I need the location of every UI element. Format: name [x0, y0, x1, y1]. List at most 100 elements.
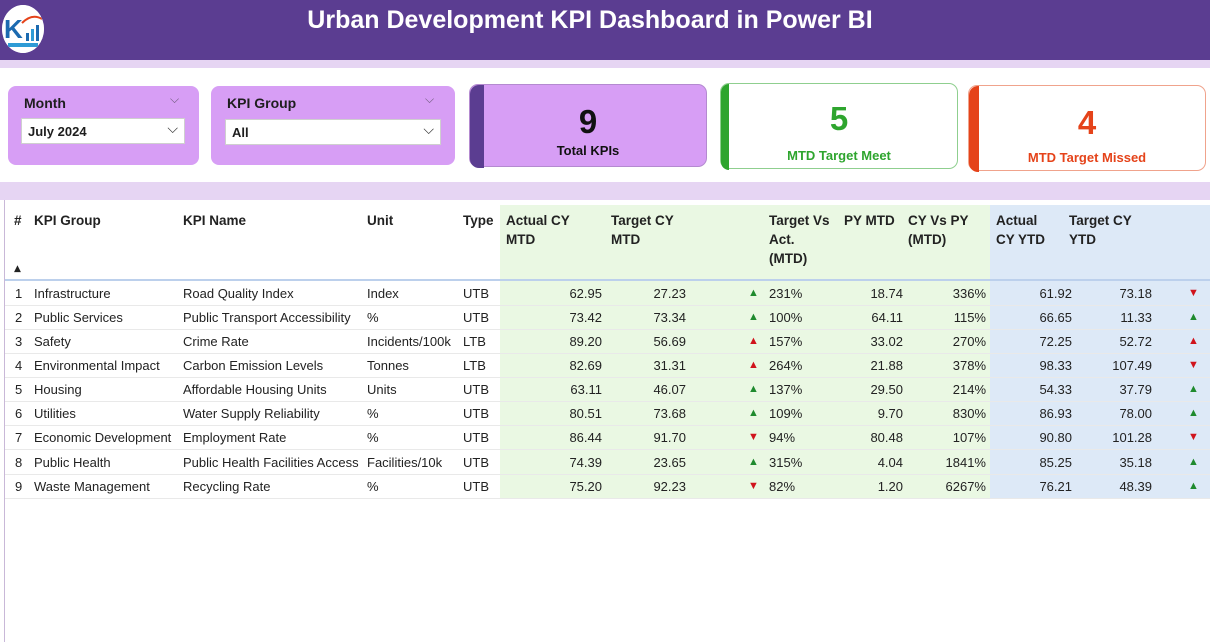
cell-py-mtd: 80.48 [870, 430, 903, 445]
cell-kpi-group: Public Health [34, 455, 111, 470]
cell-num: 9 [15, 479, 23, 494]
col-header-num[interactable]: # [14, 213, 22, 228]
cell-cy-vs-py-mtd: 270% [952, 334, 986, 349]
cell-target-cy-mtd: 27.23 [653, 286, 686, 301]
month-dropdown[interactable]: July 2024 ⌵ [21, 118, 185, 144]
chevron-down-icon[interactable]: ⌵ [167, 121, 178, 137]
cell-kpi-group: Housing [34, 382, 82, 397]
cell-unit: % [367, 310, 379, 325]
col-header-actual-cy-mtd[interactable]: Actual CY MTD [506, 211, 570, 249]
logo: K [2, 5, 44, 53]
mtd-target-meet-value: 5 [829, 100, 849, 137]
cell-actual-cy-mtd: 80.51 [569, 406, 602, 421]
col-header-unit[interactable]: Unit [367, 213, 394, 228]
cell-py-mtd: 33.02 [870, 334, 903, 349]
table-row[interactable]: 9 Waste Management Recycling Rate% UTB 75.20… [5, 475, 1210, 499]
cell-kpi-name: Public Transport Accessibility [183, 310, 351, 325]
cell-unit: Incidents/100k [367, 334, 451, 349]
header-divider [5, 279, 1210, 281]
cell-actual-cy-mtd: 62.95 [569, 286, 602, 301]
cell-cy-vs-py-mtd: 6267% [945, 479, 986, 494]
cell-num: 7 [15, 430, 23, 445]
cell-actual-cy-ytd: 72.25 [1039, 334, 1072, 349]
cell-target-vs-act-mtd: 82% [769, 479, 796, 494]
cell-target-cy-mtd: 73.68 [653, 406, 686, 421]
col-header-target-cy-ytd[interactable]: Target CY YTD [1069, 211, 1132, 249]
table-row[interactable]: 5 Housing Affordable Housing Units Units UTB… [5, 378, 1210, 402]
card-accent [721, 84, 729, 170]
col-header-cy-vs-py-mtd[interactable]: CY Vs PY (MTD) [908, 211, 969, 249]
header-line: Target CY [1069, 213, 1132, 228]
cell-target-vs-act-mtd: 157% [769, 334, 803, 349]
table-row[interactable]: 4 Environmental Impact Carbon Emission Lev… [5, 354, 1210, 378]
header-line: MTD [506, 232, 536, 247]
cell-kpi-name: Water Supply Reliability [183, 406, 320, 421]
cell-type: LTB [463, 358, 486, 373]
kpi-group-value: All [232, 125, 249, 140]
table-row[interactable]: 6 Utilities Water Supply Reliability% UTB 80… [5, 402, 1210, 426]
cell-cy-vs-py-mtd: 115% [953, 310, 986, 325]
cell-unit: Index [367, 286, 399, 301]
chevron-down-icon[interactable]: ⌵ [423, 122, 434, 138]
mtd-target-missed-value: 4 [1077, 104, 1097, 141]
sort-ascending-icon[interactable]: ▲ [14, 264, 21, 274]
mtd-status-arrow-icon: ▲ [748, 383, 759, 395]
table-row[interactable]: 1 Infrastructure Road Quality Index Index UT… [5, 282, 1210, 306]
col-header-target-vs-act-mtd[interactable]: Target Vs Act. (MTD) [769, 211, 830, 268]
cell-kpi-group: Infrastructure [34, 286, 111, 301]
cell-actual-cy-mtd: 63.11 [570, 382, 602, 397]
header-line: YTD [1069, 232, 1096, 247]
ytd-status-arrow-icon: ▲ [1188, 480, 1199, 492]
cell-type: UTB [463, 430, 489, 445]
cell-actual-cy-ytd: 85.25 [1039, 455, 1072, 470]
cell-type: LTB [463, 334, 486, 349]
table-row[interactable]: 3 Safety Crime Rate Incidents/100k LTB 89.20 5… [5, 330, 1210, 354]
month-value: July 2024 [28, 124, 87, 139]
mtd-target-meet-card: 5 MTD Target Meet [720, 83, 958, 170]
mtd-status-arrow-icon: ▲ [748, 311, 759, 323]
chevron-down-icon[interactable]: ⌵ [425, 92, 435, 106]
col-header-actual-cy-ytd[interactable]: Actual CY YTD [996, 211, 1045, 249]
kpi-group-slicer: KPI Group ⌵ All ⌵ [211, 86, 455, 165]
col-header-py-mtd[interactable]: PY MTD [844, 213, 895, 228]
cell-kpi-group: Safety [34, 334, 71, 349]
chevron-down-icon[interactable]: ⌵ [170, 92, 180, 106]
cell-target-cy-ytd: 37.79 [1119, 382, 1152, 397]
cell-kpi-group: Economic Development [34, 430, 172, 445]
header-line: Actual CY [506, 213, 570, 228]
cell-target-cy-ytd: 35.18 [1119, 455, 1152, 470]
col-header-kpi-name[interactable]: KPI Name [183, 213, 247, 228]
cell-kpi-name: Public Health Facilities Access [183, 455, 359, 470]
col-header-target-cy-mtd[interactable]: Target CY MTD [611, 211, 674, 249]
total-kpis-label: Total KPIs [556, 143, 620, 158]
total-kpis-card: 9 Total KPIs [469, 84, 707, 168]
cell-target-vs-act-mtd: 109% [769, 406, 803, 421]
table-row[interactable]: 7 Economic Development Employment Rate% UTB… [5, 426, 1210, 450]
cell-target-cy-mtd: 46.07 [653, 382, 686, 397]
cell-target-vs-act-mtd: 231% [769, 286, 803, 301]
cell-target-vs-act-mtd: 315% [769, 455, 803, 470]
ytd-status-arrow-icon: ▼ [1188, 431, 1199, 443]
header-line: Target Vs [769, 213, 830, 228]
cell-target-cy-mtd: 73.34 [653, 310, 686, 325]
cell-actual-cy-ytd: 98.33 [1039, 358, 1072, 373]
ytd-status-arrow-icon: ▲ [1188, 383, 1199, 395]
cell-num: 1 [15, 286, 23, 301]
cell-target-cy-mtd: 31.31 [653, 358, 686, 373]
svg-text:K: K [4, 14, 23, 44]
cell-cy-vs-py-mtd: 830% [952, 406, 986, 421]
table-row[interactable]: 2 Public Services Public Transport Accessi… [5, 306, 1210, 330]
cell-num: 5 [15, 382, 23, 397]
kpi-group-dropdown[interactable]: All ⌵ [225, 119, 441, 145]
table-row[interactable]: 8 Public Health Public Health Facilities A… [5, 451, 1210, 475]
col-header-type[interactable]: Type [463, 213, 494, 228]
mtd-status-arrow-icon: ▼ [748, 431, 759, 443]
month-slicer-label: Month [24, 95, 66, 111]
mtd-target-meet-label: MTD Target Meet [787, 148, 891, 163]
cell-target-vs-act-mtd: 100% [769, 310, 803, 325]
total-kpis-value: 9 [578, 103, 598, 140]
cell-kpi-name: Employment Rate [183, 430, 287, 445]
cell-kpi-name: Carbon Emission Levels [183, 358, 324, 373]
cell-py-mtd: 21.88 [870, 358, 903, 373]
col-header-kpi-group[interactable]: KPI Group [34, 213, 101, 228]
